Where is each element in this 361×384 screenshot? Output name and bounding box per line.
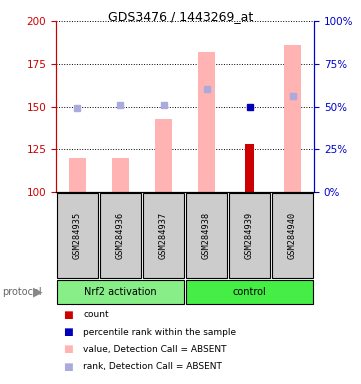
- Text: GSM284940: GSM284940: [288, 212, 297, 259]
- Bar: [198, 52, 215, 192]
- Bar: [112, 158, 129, 192]
- Text: GSM284935: GSM284935: [73, 212, 82, 259]
- Bar: [155, 119, 172, 192]
- FancyBboxPatch shape: [100, 193, 141, 278]
- FancyBboxPatch shape: [57, 280, 184, 304]
- Bar: [69, 158, 86, 192]
- Text: GDS3476 / 1443269_at: GDS3476 / 1443269_at: [108, 10, 253, 23]
- Text: GSM284939: GSM284939: [245, 212, 254, 259]
- Text: ■: ■: [63, 310, 73, 320]
- Bar: [284, 45, 301, 192]
- Text: ▶: ▶: [33, 285, 43, 298]
- Text: protocol: protocol: [2, 287, 42, 297]
- FancyBboxPatch shape: [186, 193, 227, 278]
- FancyBboxPatch shape: [143, 193, 184, 278]
- Text: GSM284936: GSM284936: [116, 212, 125, 259]
- FancyBboxPatch shape: [186, 280, 313, 304]
- FancyBboxPatch shape: [57, 193, 98, 278]
- Text: rank, Detection Call = ABSENT: rank, Detection Call = ABSENT: [83, 362, 222, 371]
- Text: count: count: [83, 310, 109, 319]
- Text: ■: ■: [63, 362, 73, 372]
- Text: ■: ■: [63, 344, 73, 354]
- Text: GSM284937: GSM284937: [159, 212, 168, 259]
- Text: control: control: [233, 287, 266, 297]
- Text: Nrf2 activation: Nrf2 activation: [84, 287, 157, 297]
- FancyBboxPatch shape: [229, 193, 270, 278]
- Text: GSM284938: GSM284938: [202, 212, 211, 259]
- FancyBboxPatch shape: [272, 193, 313, 278]
- Bar: [245, 144, 254, 192]
- Text: percentile rank within the sample: percentile rank within the sample: [83, 328, 236, 337]
- Text: ■: ■: [63, 327, 73, 337]
- Text: value, Detection Call = ABSENT: value, Detection Call = ABSENT: [83, 345, 227, 354]
